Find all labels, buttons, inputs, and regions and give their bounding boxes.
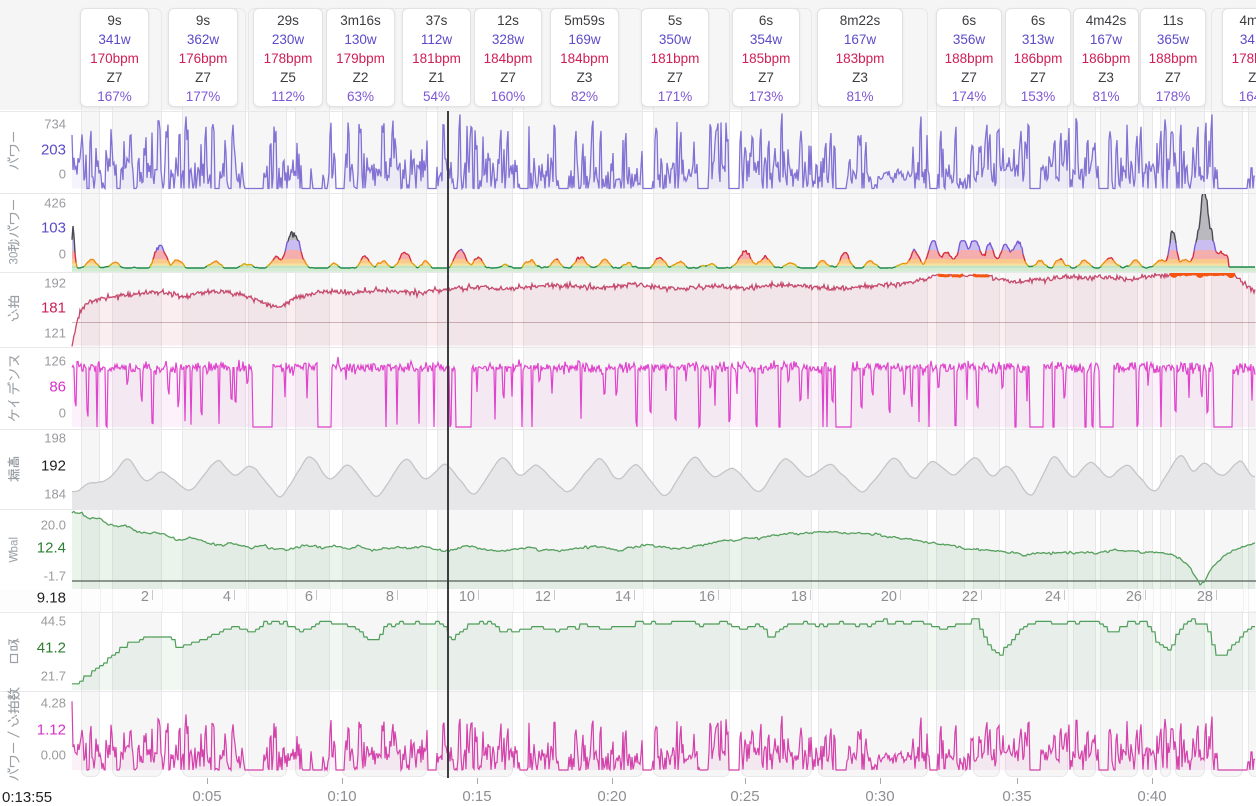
svg-text:b: b — [9, 546, 21, 552]
svg-text:3: 3 — [9, 258, 21, 264]
svg-text:l: l — [9, 537, 21, 540]
svg-text:': ' — [9, 554, 21, 556]
svg-text:W: W — [9, 552, 21, 563]
svg-text:0: 0 — [9, 252, 21, 258]
svg-text:a: a — [9, 539, 21, 546]
